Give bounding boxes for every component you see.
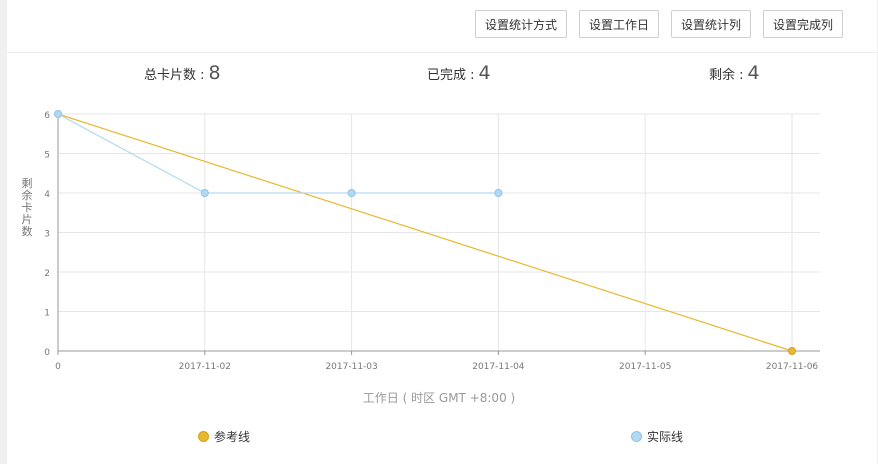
legend-reference[interactable]: 参考线 xyxy=(198,428,250,445)
y-axis-label-char: 余 xyxy=(22,188,33,202)
actual-data-point xyxy=(347,189,356,197)
x-tick-label: 2017-11-06 xyxy=(766,362,819,372)
reference-legend-marker xyxy=(198,431,209,442)
set-stat-column-button[interactable]: 设置统计列 xyxy=(671,10,752,38)
y-tick-label: 3 xyxy=(44,230,50,240)
total-cards-stat: 总卡片数 :8 xyxy=(144,62,221,84)
y-tick-label: 6 xyxy=(44,111,50,121)
y-axis-label-char: 剩 xyxy=(22,177,33,190)
actual-data-point xyxy=(54,110,62,118)
actual-data-point xyxy=(200,189,209,197)
total-cards-value: 8 xyxy=(208,62,221,84)
y-tick-label: 1 xyxy=(44,309,50,319)
stats-bar: 总卡片数 :8 已完成 :4 剩余 :4 xyxy=(7,62,877,92)
burndown-panel: 设置统计方式 设置工作日 设置统计列 设置完成列 总卡片数 :8 已完成 :4 … xyxy=(7,0,877,464)
remaining-cards-value: 4 xyxy=(747,62,760,84)
y-tick-label: 5 xyxy=(44,151,50,161)
set-stat-mode-button[interactable]: 设置统计方式 xyxy=(475,10,568,38)
done-cards-value: 4 xyxy=(478,62,491,84)
set-done-column-button[interactable]: 设置完成列 xyxy=(763,10,844,38)
y-axis-label-char: 卡 xyxy=(22,201,33,214)
reference-data-point xyxy=(788,347,796,355)
x-tick-label: 2017-11-03 xyxy=(325,362,377,372)
y-axis-label-char: 数 xyxy=(22,225,33,238)
y-axis-label-char: 片 xyxy=(22,213,33,226)
reference-legend-label: 参考线 xyxy=(214,430,251,444)
done-cards-stat: 已完成 :4 xyxy=(427,62,491,84)
x-tick-label: 0 xyxy=(55,362,61,372)
toolbar: 设置统计方式 设置工作日 设置统计列 设置完成列 xyxy=(7,0,877,53)
actual-data-point xyxy=(494,189,503,197)
remaining-cards-label: 剩余 : xyxy=(709,68,744,83)
y-tick-label: 2 xyxy=(44,269,50,279)
actual-legend-marker xyxy=(631,431,642,442)
y-tick-label: 4 xyxy=(44,190,50,200)
x-tick-label: 2017-11-04 xyxy=(472,362,525,372)
y-tick-label: 0 xyxy=(44,348,50,358)
x-tick-label: 2017-11-02 xyxy=(179,362,231,372)
actual-series-line xyxy=(57,113,499,194)
reference-series-line xyxy=(57,113,793,352)
x-tick-label: 2017-11-05 xyxy=(619,362,671,372)
set-workday-button[interactable]: 设置工作日 xyxy=(579,10,660,38)
actual-legend-label: 实际线 xyxy=(647,430,684,444)
burndown-chart: 0 1 2 3 4 5 6 0 2017-11-02 2017-11-03 2017-11-04 20… xyxy=(22,110,820,405)
done-cards-label: 已完成 : xyxy=(427,68,475,83)
total-cards-label: 总卡片数 : xyxy=(144,68,205,83)
remaining-cards-stat: 剩余 :4 xyxy=(709,62,760,84)
legend-actual[interactable]: 实际线 xyxy=(631,428,683,445)
x-axis-label: 工作日 ( 时区 GMT +8:00 ) xyxy=(363,391,515,405)
